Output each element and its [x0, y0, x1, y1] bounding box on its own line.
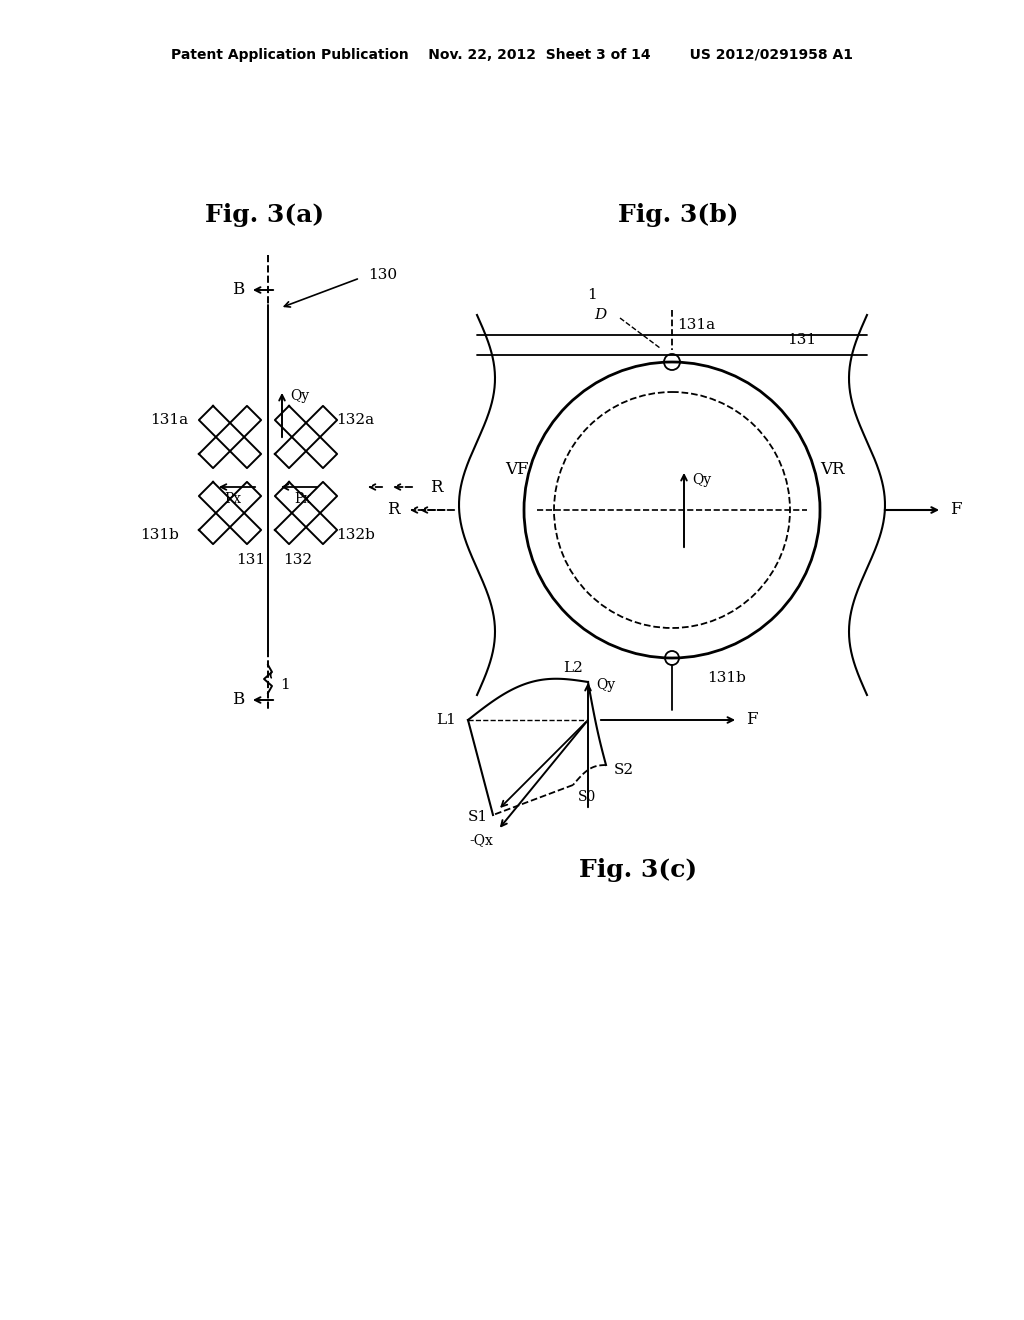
- Text: Qy: Qy: [596, 678, 615, 692]
- Text: D: D: [594, 308, 606, 322]
- Text: F: F: [746, 711, 758, 729]
- Text: R: R: [387, 502, 400, 519]
- Text: 132: 132: [283, 553, 312, 568]
- Text: S2: S2: [614, 763, 634, 777]
- Text: L1: L1: [436, 713, 456, 727]
- Text: 130: 130: [368, 268, 397, 282]
- Text: 131a: 131a: [677, 318, 715, 333]
- Text: 132a: 132a: [336, 413, 374, 426]
- Text: 131: 131: [236, 553, 265, 568]
- Text: 1: 1: [587, 288, 597, 302]
- Text: 131: 131: [787, 333, 816, 347]
- Text: VR: VR: [820, 462, 845, 479]
- Text: 1: 1: [280, 678, 290, 692]
- Text: Px: Px: [295, 492, 311, 506]
- Text: Fig. 3(b): Fig. 3(b): [617, 203, 738, 227]
- Text: 131b: 131b: [140, 528, 179, 543]
- Text: 131b: 131b: [707, 671, 745, 685]
- Text: Qy: Qy: [692, 473, 711, 487]
- Text: VF: VF: [505, 462, 528, 479]
- Text: Qy: Qy: [290, 389, 309, 403]
- Text: F: F: [950, 502, 962, 519]
- Text: B: B: [231, 281, 244, 298]
- Text: S1: S1: [468, 810, 488, 824]
- Text: Fig. 3(c): Fig. 3(c): [579, 858, 697, 882]
- Text: S0: S0: [578, 789, 596, 804]
- Text: Fig. 3(a): Fig. 3(a): [206, 203, 325, 227]
- Text: 131a: 131a: [150, 413, 188, 426]
- Text: Px: Px: [224, 492, 242, 506]
- Text: B: B: [231, 692, 244, 709]
- Text: L2: L2: [563, 661, 583, 675]
- Text: -Qx: -Qx: [469, 833, 493, 847]
- Text: 132b: 132b: [336, 528, 375, 543]
- Text: Patent Application Publication    Nov. 22, 2012  Sheet 3 of 14        US 2012/02: Patent Application Publication Nov. 22, …: [171, 48, 853, 62]
- Text: R: R: [430, 479, 442, 495]
